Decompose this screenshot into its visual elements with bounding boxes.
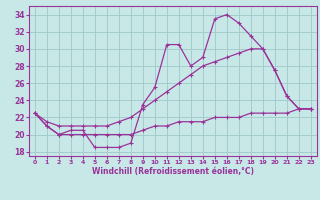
X-axis label: Windchill (Refroidissement éolien,°C): Windchill (Refroidissement éolien,°C) — [92, 167, 254, 176]
